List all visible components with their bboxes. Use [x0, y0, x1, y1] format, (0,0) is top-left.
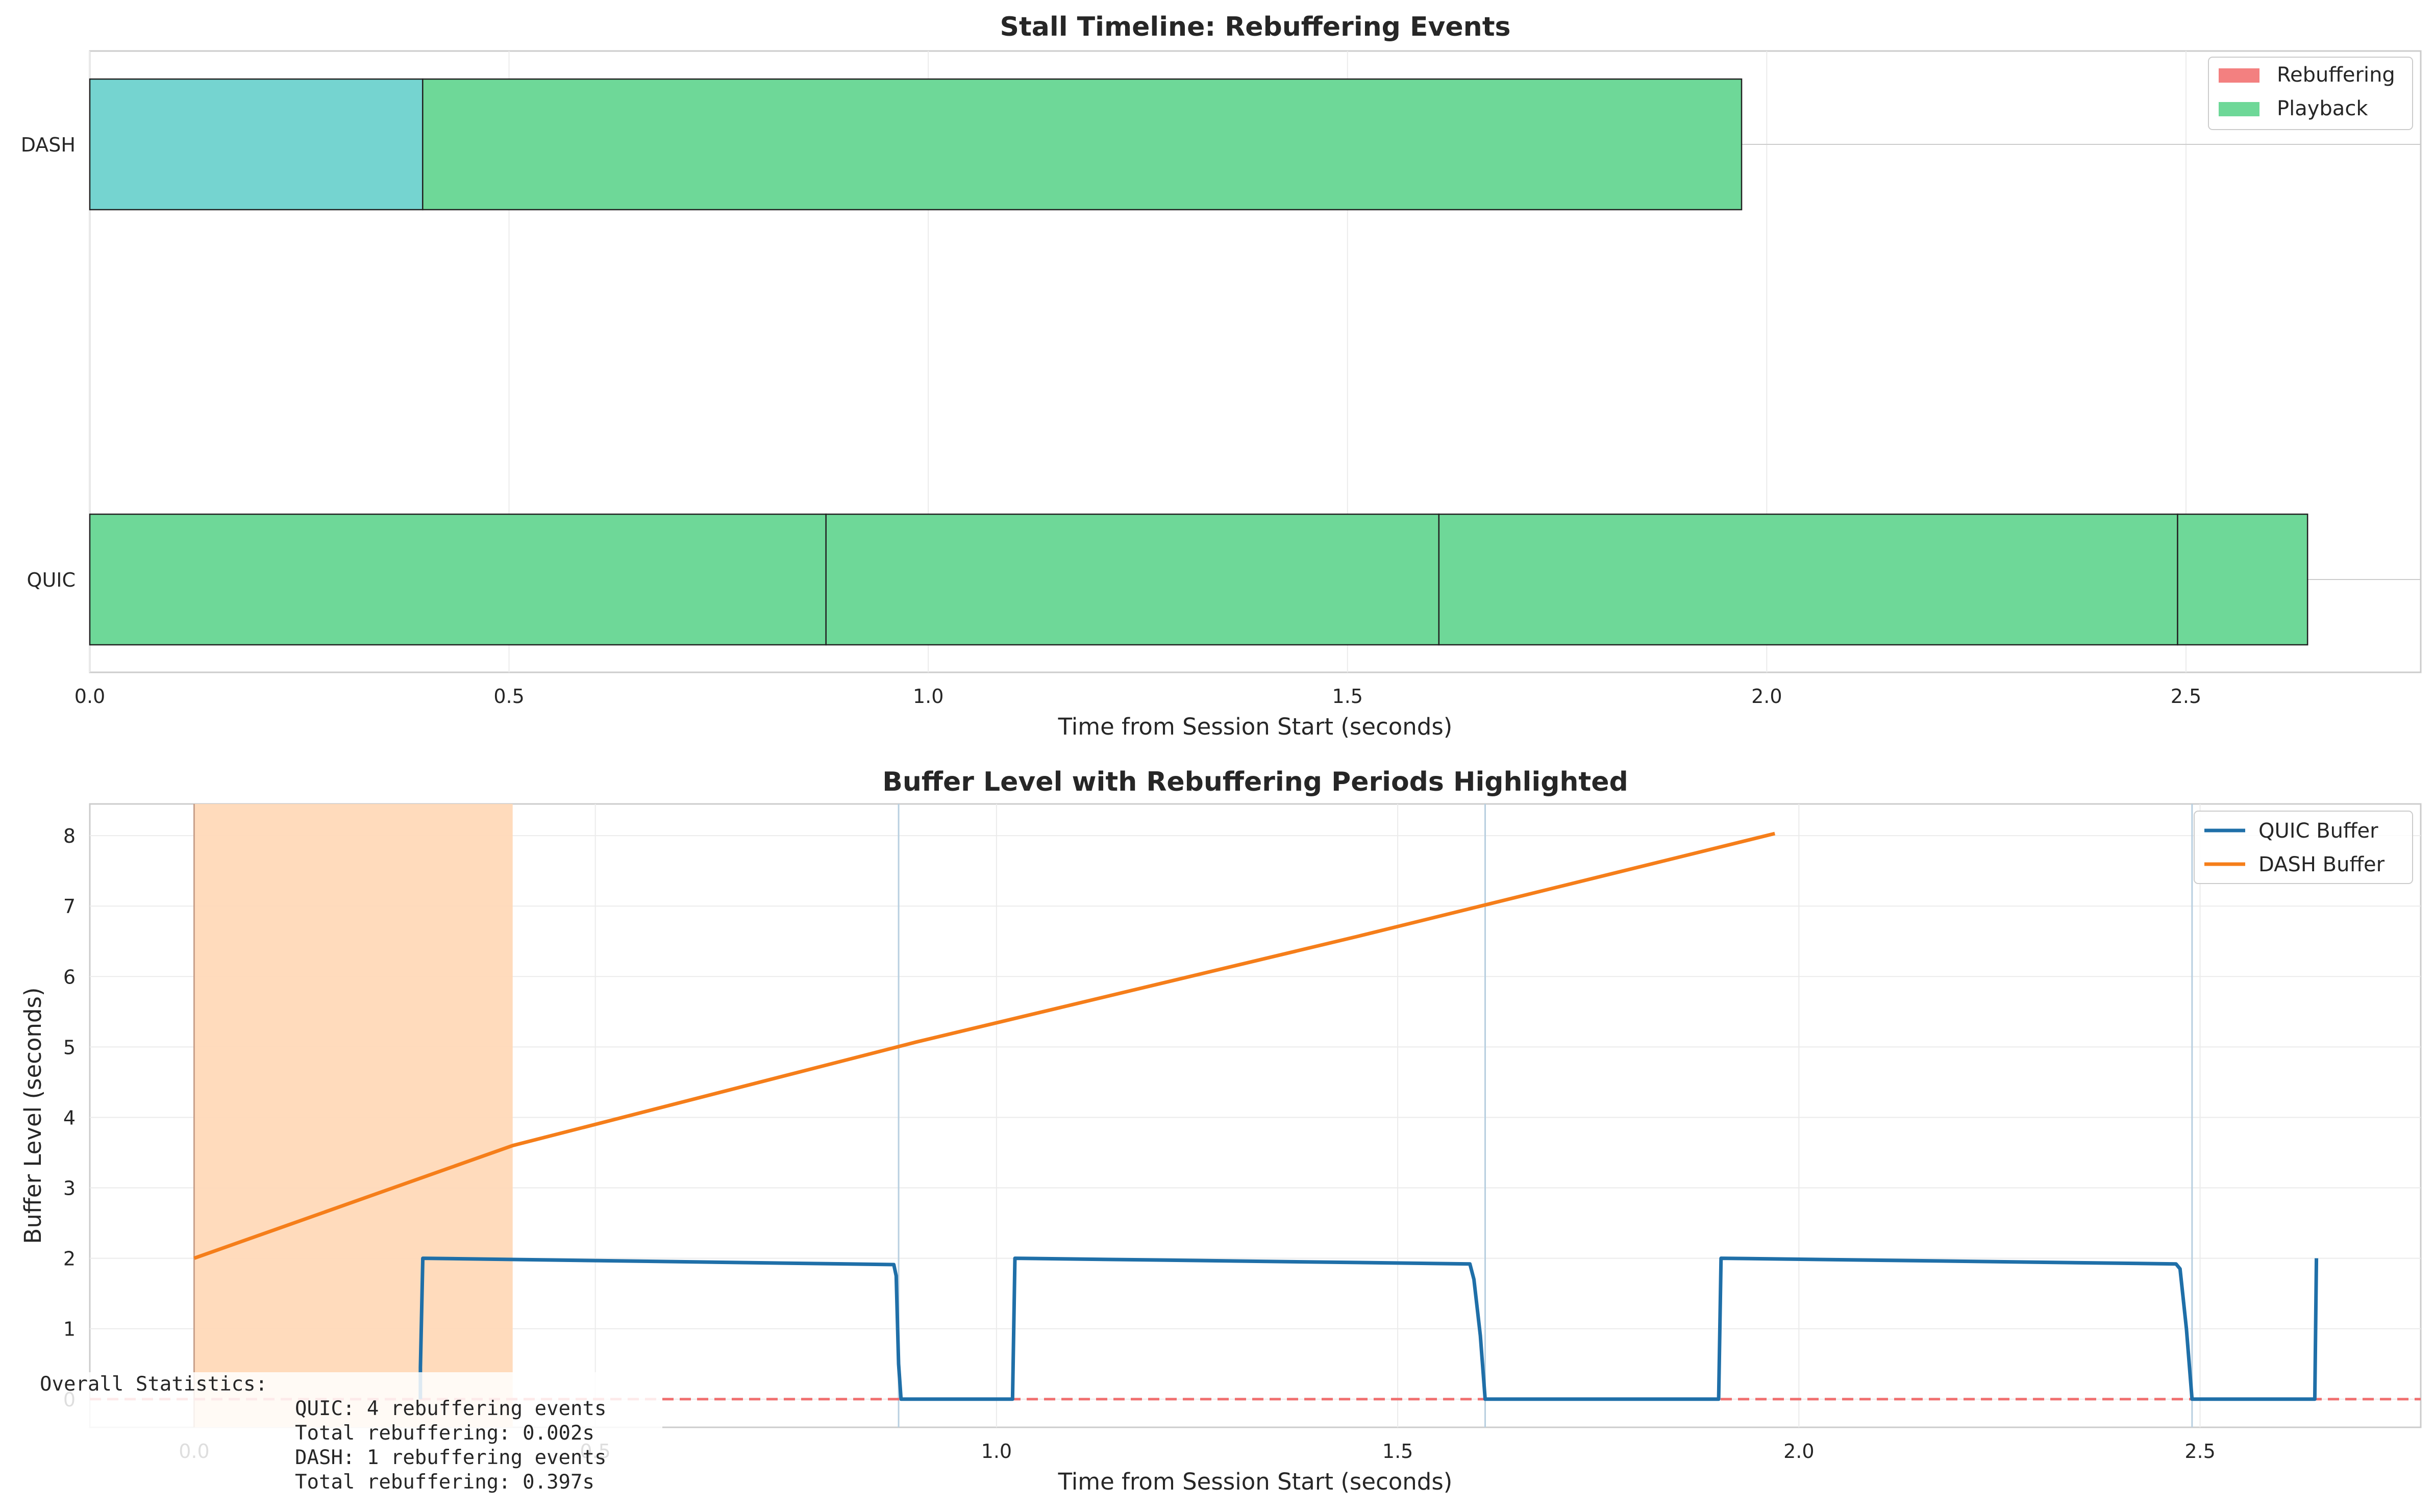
- y-tick-label: 3: [63, 1177, 76, 1200]
- x-tick-label: 1.5: [1332, 685, 1363, 708]
- y-tick-label-dash: DASH: [21, 134, 76, 156]
- rebuffer-span: [194, 804, 513, 1427]
- stats-line: Total rebuffering: 0.397s: [295, 1471, 594, 1494]
- y-tick-label: 5: [63, 1036, 76, 1059]
- x-tick-label: 2.5: [2184, 1440, 2215, 1463]
- timeline-bar-quic-3: [2177, 513, 2308, 646]
- buffer-level-y-label: Buffer Level (seconds): [19, 987, 46, 1244]
- x-tick-label: 2.0: [1783, 1440, 1814, 1463]
- legend-swatch-rebuffering: [2219, 68, 2259, 83]
- y-tick-label: 1: [63, 1318, 76, 1341]
- y-tick-label: 6: [63, 966, 76, 988]
- buffer-level-y-ticks: 012345678: [63, 825, 76, 1411]
- stats-line: Total rebuffering: 0.002s: [295, 1422, 594, 1445]
- timeline-bar-quic-0: [89, 513, 827, 646]
- timeline-bar-quic-1: [825, 513, 1440, 646]
- y-tick-label: 7: [63, 895, 76, 918]
- stall-timeline-chart: 0.0 0.5 1.0 1.5 2.0 2.5 DASH QUIC Stall Timeli…: [21, 12, 2422, 740]
- buffer-level-legend: QUIC Buffer DASH Buffer: [2194, 811, 2413, 884]
- stats-line: DASH: 1 rebuffering events: [295, 1446, 607, 1469]
- y-tick-label: 8: [63, 825, 76, 847]
- stats-heading: Overall Statistics:: [40, 1373, 268, 1396]
- x-tick-label: 0.0: [74, 685, 105, 708]
- stall-timeline-bars: [89, 78, 2308, 646]
- stall-timeline-x-ticks: 0.0 0.5 1.0 1.5 2.0 2.5: [74, 685, 2201, 708]
- y-tick-label: 4: [63, 1106, 76, 1129]
- x-tick-label: 2.0: [1751, 685, 1782, 708]
- y-tick-label: 2: [63, 1248, 76, 1270]
- buffer-level-title: Buffer Level with Rebuffering Periods Hi…: [882, 767, 1628, 797]
- x-tick-label: 2.5: [2171, 685, 2201, 708]
- legend-label-rebuffering: Rebuffering: [2277, 63, 2395, 87]
- stats-line: QUIC: 4 rebuffering events: [295, 1397, 607, 1420]
- series-line-quic-buffer: [418, 1256, 2319, 1401]
- buffer-level-rebuffer-spans: [193, 804, 513, 1427]
- stall-timeline-y-ticks: DASH QUIC: [21, 134, 76, 591]
- overall-statistics-box: Overall Statistics: QUIC: 4 rebuffering …: [40, 1372, 662, 1510]
- buffer-level-series: [193, 831, 2319, 1401]
- legend-label-quic-buffer: QUIC Buffer: [2258, 819, 2378, 843]
- x-tick-label: 1.0: [913, 685, 943, 708]
- buffer-level-chart: 0.00.51.01.52.02.5 012345678 Buffer Leve…: [19, 767, 2422, 1495]
- x-tick-label: 0.5: [493, 685, 524, 708]
- stall-timeline-title: Stall Timeline: Rebuffering Events: [1000, 12, 1511, 42]
- legend-label-dash-buffer: DASH Buffer: [2258, 853, 2385, 876]
- buffer-level-x-label: Time from Session Start (seconds): [1058, 1468, 1453, 1495]
- timeline-bar-quic-2: [1438, 513, 2178, 646]
- stall-timeline-x-label: Time from Session Start (seconds): [1058, 713, 1453, 740]
- y-tick-label-quic: QUIC: [27, 569, 76, 591]
- buffer-level-legend-box: [2194, 811, 2413, 884]
- timeline-bar-dash-1: [422, 78, 1743, 211]
- stall-timeline-legend: Rebuffering Playback: [2208, 57, 2413, 130]
- legend-label-playback: Playback: [2277, 97, 2368, 120]
- x-tick-label: 1.0: [981, 1440, 1012, 1463]
- series-line-dash-buffer: [193, 831, 1776, 1260]
- timeline-bar-dash-0: [89, 78, 424, 211]
- legend-swatch-playback: [2219, 102, 2259, 116]
- x-tick-label: 1.5: [1382, 1440, 1413, 1463]
